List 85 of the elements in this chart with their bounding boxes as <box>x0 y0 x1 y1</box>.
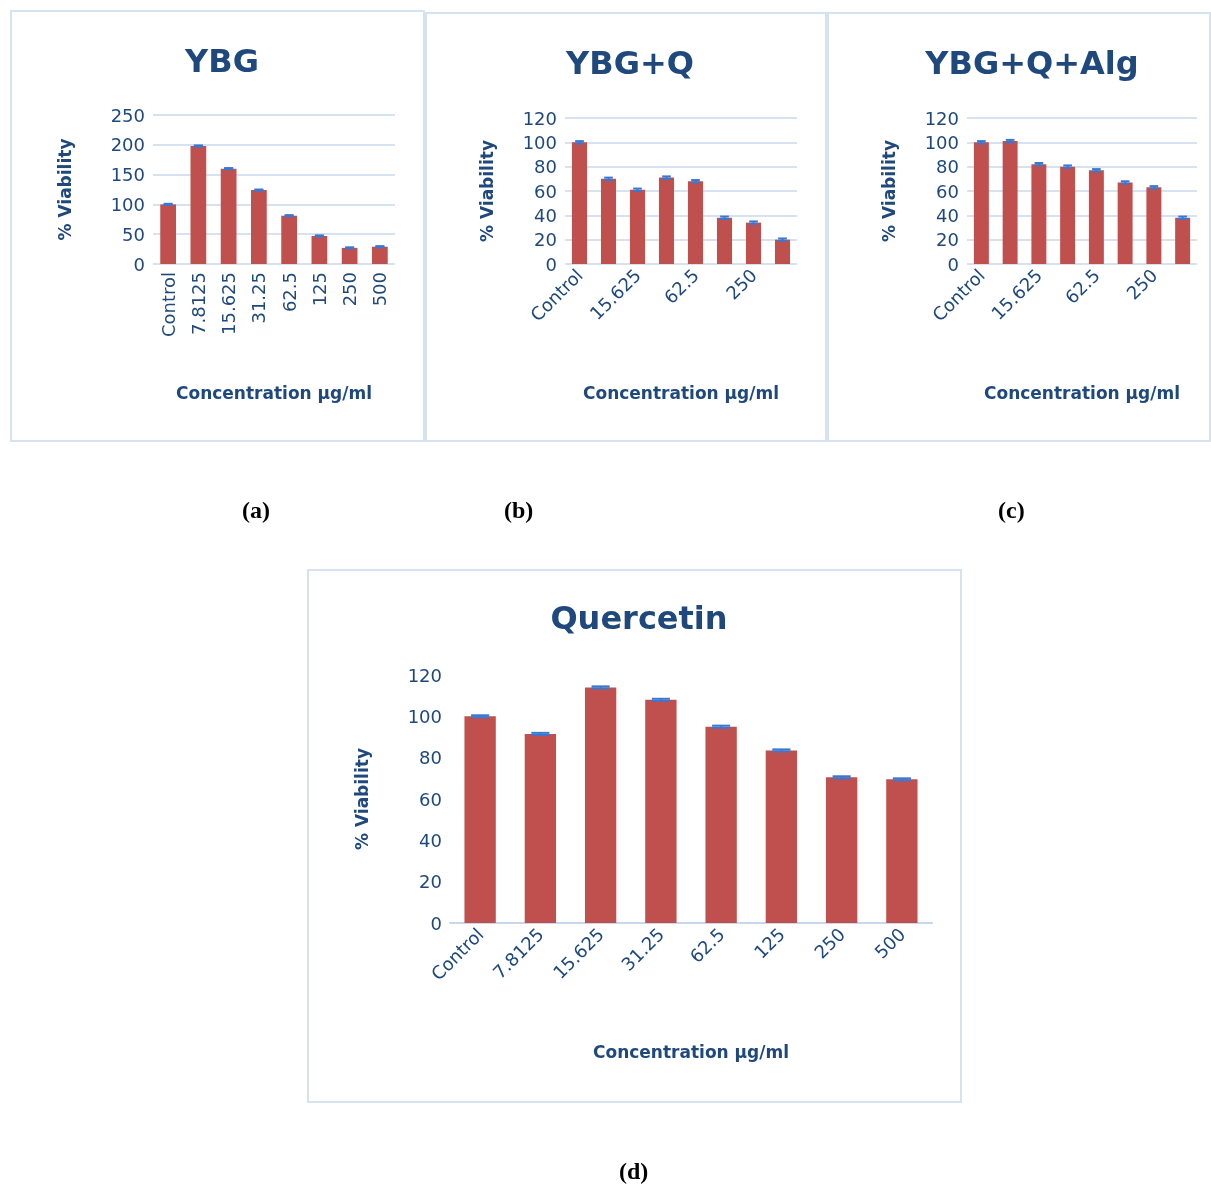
chart-title: YBG+Q <box>565 44 694 82</box>
bar <box>973 142 989 264</box>
bar <box>1175 217 1191 264</box>
text: (c) <box>998 497 1025 523</box>
bar <box>1060 166 1076 264</box>
chart-title: YBG+Q+Alg <box>924 44 1139 82</box>
y-tick-label: 120 <box>522 107 557 129</box>
x-tick-label: 500 <box>870 923 910 963</box>
y-tick-label: 0 <box>133 253 145 275</box>
y-tick-label: 80 <box>534 156 557 178</box>
bar <box>1146 187 1162 264</box>
y-tick-label: 100 <box>407 705 442 727</box>
y-axis-title: % Viability <box>476 140 497 242</box>
y-tick-label: 100 <box>522 131 557 153</box>
chart-title: YBG <box>184 42 259 80</box>
bar <box>705 726 737 923</box>
y-tick-label: 50 <box>122 223 145 245</box>
text: (b) <box>504 497 534 523</box>
y-tick-label: 20 <box>419 871 442 893</box>
bar <box>311 235 328 264</box>
text: (d) <box>619 1158 649 1184</box>
y-tick-label: 20 <box>936 229 959 251</box>
bar <box>571 142 588 264</box>
bar <box>281 215 297 264</box>
bar <box>464 716 496 923</box>
y-tick-label: 250 <box>110 104 145 126</box>
y-tick-label: 40 <box>419 829 442 851</box>
x-axis-title: Concentration µg/ml <box>983 382 1181 403</box>
bar <box>160 204 176 264</box>
bar <box>1088 170 1104 264</box>
x-tick-label: 250 <box>809 923 850 963</box>
y-tick-label: 60 <box>936 180 959 202</box>
bar <box>524 733 557 923</box>
y-tick-label: 60 <box>534 180 557 202</box>
y-tick-label: 150 <box>110 164 145 186</box>
y-axis-title: % Viability <box>54 138 75 241</box>
x-tick-label: 62.5 <box>278 272 300 313</box>
x-axis-title: Concentration µg/ml <box>592 1041 790 1062</box>
bar <box>1031 164 1047 264</box>
bar <box>341 247 358 264</box>
bar <box>372 246 388 264</box>
bar <box>190 145 207 264</box>
bar <box>629 189 646 264</box>
x-tick-label: 250 <box>339 272 361 307</box>
bar <box>658 177 675 264</box>
x-tick-label: 500 <box>369 272 391 307</box>
y-axis-title: % Viability <box>351 748 372 850</box>
bar <box>220 168 237 264</box>
bar <box>745 222 762 264</box>
bar <box>1002 141 1018 264</box>
bar <box>825 777 858 923</box>
x-tick-label: 125 <box>308 272 330 307</box>
y-tick-label: 40 <box>936 204 959 226</box>
y-tick-label: 40 <box>534 204 557 226</box>
x-tick-label: 250 <box>1122 264 1162 304</box>
y-tick-label: 120 <box>407 664 442 686</box>
y-tick-label: 120 <box>924 107 959 129</box>
bar <box>251 190 267 264</box>
x-axis-title: Concentration µg/ml <box>582 382 780 403</box>
bar <box>716 217 733 264</box>
x-tick-label: 250 <box>721 264 761 304</box>
y-tick-label: 100 <box>924 131 959 153</box>
bar <box>687 181 704 264</box>
x-tick-label: 31.25 <box>248 272 270 324</box>
bar <box>645 699 677 923</box>
bar <box>774 239 791 264</box>
x-axis-title: Concentration µg/ml <box>175 382 373 403</box>
x-tick-label: 7.8125 <box>187 272 209 335</box>
x-tick-label: Control <box>157 272 179 338</box>
y-tick-label: 100 <box>110 193 145 215</box>
bar <box>600 178 617 264</box>
chart-title: Quercetin <box>550 599 728 637</box>
bar <box>886 779 918 923</box>
bar <box>765 750 798 923</box>
y-tick-label: 200 <box>110 134 145 156</box>
y-tick-label: 60 <box>419 788 442 810</box>
x-tick-label: 15.625 <box>218 272 240 335</box>
y-tick-label: 80 <box>419 747 442 769</box>
y-tick-label: 80 <box>936 156 959 178</box>
y-tick-label: 20 <box>534 229 557 251</box>
x-tick-label: 125 <box>749 923 789 963</box>
bar <box>584 687 617 923</box>
text: (a) <box>242 497 270 523</box>
bar <box>1117 182 1133 264</box>
y-axis-title: % Viability <box>878 140 899 242</box>
